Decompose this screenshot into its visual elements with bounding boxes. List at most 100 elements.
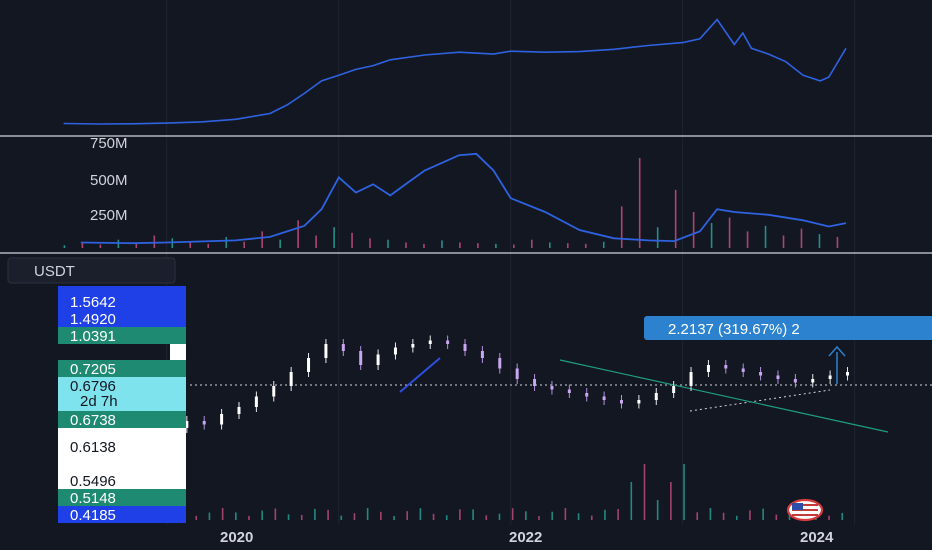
projection-arrow[interactable] bbox=[828, 345, 846, 384]
candle-body bbox=[654, 393, 658, 400]
volume-bar bbox=[99, 244, 102, 248]
candle-body bbox=[480, 351, 484, 358]
volume-bar bbox=[387, 239, 389, 248]
volume-bar bbox=[722, 512, 725, 520]
volume-bar bbox=[261, 231, 263, 248]
us-flag-icon[interactable] bbox=[786, 498, 824, 522]
volume-tick-750m: 750M bbox=[90, 135, 128, 152]
volume-bar bbox=[577, 513, 580, 520]
volume-bar bbox=[638, 158, 641, 248]
candle-body bbox=[828, 375, 832, 379]
volume-bar bbox=[207, 243, 210, 248]
volume-bar bbox=[775, 514, 778, 520]
candle-body bbox=[811, 379, 815, 383]
volume-bar bbox=[538, 515, 540, 520]
volume-bar bbox=[782, 235, 785, 248]
volume-bar bbox=[441, 240, 443, 248]
volume-bar bbox=[340, 515, 343, 520]
svg-text:0.4185: 0.4185 bbox=[70, 507, 116, 524]
candle-body bbox=[724, 365, 728, 369]
volume-bar bbox=[297, 220, 299, 248]
top-indicator-line bbox=[63, 18, 847, 125]
volume-bar bbox=[564, 508, 567, 520]
volume-bar bbox=[643, 464, 646, 520]
descending-trendline[interactable] bbox=[559, 359, 889, 433]
volume-bar bbox=[590, 515, 593, 520]
x-tick-2020: 2020 bbox=[220, 529, 253, 546]
volume-bar bbox=[764, 225, 767, 248]
volume-bar bbox=[432, 513, 435, 520]
volume-bar bbox=[261, 510, 263, 520]
rally-trendline[interactable] bbox=[399, 357, 441, 393]
volume-bar bbox=[419, 508, 422, 520]
volume-bar bbox=[459, 509, 461, 520]
candle-body bbox=[776, 375, 780, 379]
candle-body bbox=[689, 372, 693, 386]
volume-bar bbox=[135, 243, 138, 248]
volume-bar bbox=[208, 512, 211, 520]
volume-bar bbox=[459, 242, 461, 248]
volume-bar bbox=[477, 243, 479, 248]
measure-callout[interactable]: 2.2137 (319.67%) 2 bbox=[644, 316, 932, 340]
x-tick-2022: 2022 bbox=[509, 529, 542, 546]
volume-tick-500m: 500M bbox=[90, 172, 128, 189]
price-label-white-gap-1 bbox=[58, 428, 186, 438]
volume-bar bbox=[406, 511, 408, 520]
volume-bar bbox=[617, 508, 619, 520]
support-dotted-trendline bbox=[689, 389, 831, 412]
volume-bar bbox=[841, 512, 844, 520]
candle-body bbox=[359, 351, 363, 365]
svg-text:0.5148: 0.5148 bbox=[70, 490, 116, 507]
candle-body bbox=[498, 358, 502, 369]
svg-text:0.6138: 0.6138 bbox=[70, 439, 116, 456]
volume-bar bbox=[788, 514, 791, 520]
volume-bar bbox=[728, 217, 731, 248]
price-scale-labels: 1.5642 1.4920 1.0391 0.7205 0.6796 2d 7h… bbox=[58, 286, 186, 524]
volume-bar bbox=[405, 242, 407, 248]
candle-body bbox=[741, 368, 745, 372]
volume-bar bbox=[445, 515, 448, 520]
candle-body bbox=[515, 368, 519, 379]
symbol-tab[interactable]: USDT bbox=[7, 257, 176, 284]
volume-bar bbox=[551, 511, 554, 520]
candle-body bbox=[220, 414, 224, 425]
candle-body bbox=[272, 386, 276, 397]
volume-bar bbox=[81, 242, 84, 248]
price-pane[interactable]: 2.2137 (319.67%) 2 2020 2022 2024 bbox=[63, 316, 932, 546]
candle-body bbox=[254, 396, 258, 407]
volume-bar bbox=[818, 234, 821, 248]
candle-body bbox=[463, 344, 467, 351]
candle-body bbox=[550, 386, 554, 390]
volume-bar bbox=[674, 189, 677, 248]
price-label-0-6138: 0.6138 bbox=[58, 438, 186, 456]
candle-body bbox=[202, 421, 206, 425]
volume-bar bbox=[472, 509, 474, 520]
candle-body bbox=[846, 372, 850, 376]
candle-body bbox=[411, 344, 415, 348]
candle-body bbox=[393, 347, 397, 355]
price-label-0-6738: 0.6738 bbox=[58, 411, 186, 429]
volume-bar bbox=[735, 515, 738, 520]
candle-body bbox=[428, 340, 432, 344]
volume-bar bbox=[692, 212, 695, 248]
volume-bar bbox=[584, 243, 587, 248]
price-label-0-7205: 0.7205 bbox=[58, 360, 186, 378]
price-label-white-clip bbox=[170, 342, 186, 360]
volume-bar bbox=[709, 508, 712, 520]
volume-bar bbox=[189, 241, 192, 248]
volume-bar bbox=[63, 245, 66, 248]
candle-body bbox=[341, 344, 345, 351]
candle-body bbox=[185, 421, 189, 428]
svg-text:0.7205: 0.7205 bbox=[70, 361, 116, 378]
svg-text:0.5496: 0.5496 bbox=[70, 473, 116, 490]
volume-bar bbox=[366, 508, 369, 520]
candle-body bbox=[672, 386, 676, 393]
candle-countdown: 2d 7h bbox=[80, 393, 118, 410]
volume-bar bbox=[327, 509, 329, 520]
price-label-white-gap-2 bbox=[58, 455, 186, 472]
volume-bar bbox=[630, 482, 633, 520]
volume-bar bbox=[243, 241, 245, 248]
candle-body bbox=[567, 389, 571, 393]
volume-bar bbox=[195, 515, 198, 520]
